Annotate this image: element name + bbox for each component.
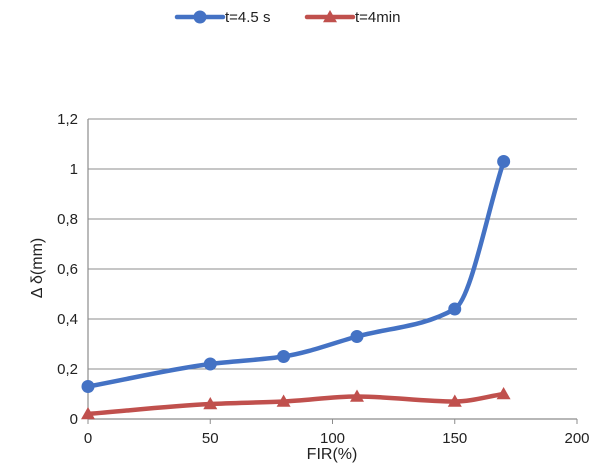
- series-group: [81, 387, 511, 420]
- x-tick-label: 150: [442, 430, 467, 447]
- data-point: [497, 155, 511, 168]
- y-tick-labels: 0 0,2 0,4 0,6 0,8 1 1,2: [57, 111, 78, 428]
- grid-lines: [88, 118, 577, 370]
- data-point: [350, 330, 364, 343]
- series-group: [81, 155, 511, 393]
- y-tick-label: 0: [70, 411, 78, 428]
- data-point: [448, 302, 462, 316]
- data-point: [496, 387, 511, 400]
- x-tick-label: 100: [320, 430, 345, 447]
- series-lines: [81, 155, 511, 420]
- legend-label: t=4.5 s: [225, 9, 270, 26]
- data-point: [350, 389, 364, 402]
- x-tick-label: 0: [84, 430, 92, 447]
- data-point: [203, 357, 217, 371]
- axes: [87, 119, 578, 424]
- y-tick-label: 1,2: [57, 111, 78, 128]
- x-tick-label: 200: [564, 430, 589, 447]
- series-line: [85, 391, 506, 417]
- y-tick-label: 1: [70, 161, 78, 178]
- y-tick-label: 0,2: [57, 361, 78, 378]
- series-line: [85, 159, 506, 389]
- legend-marker: [323, 10, 337, 23]
- x-tick-labels: 0 50 100 150 200: [84, 430, 590, 447]
- data-point: [81, 407, 95, 420]
- y-axis-label: Δ δ(mm): [29, 238, 46, 298]
- legend: t=4.5 s t=4min: [174, 9, 400, 26]
- x-axis-label: FIR(%): [307, 446, 358, 463]
- data-point: [276, 394, 291, 407]
- y-tick-label: 0,6: [57, 261, 78, 278]
- data-point: [203, 397, 218, 410]
- legend-item: t=4.5 s: [174, 9, 270, 26]
- data-point: [447, 394, 462, 407]
- legend-item: t=4min: [304, 9, 400, 26]
- y-tick-label: 0,4: [57, 311, 78, 328]
- data-point: [277, 350, 291, 363]
- data-point: [81, 380, 95, 393]
- legend-label: t=4min: [355, 9, 400, 26]
- y-tick-label: 0,8: [57, 211, 78, 228]
- x-tick-label: 50: [202, 430, 219, 447]
- legend-marker: [193, 10, 207, 24]
